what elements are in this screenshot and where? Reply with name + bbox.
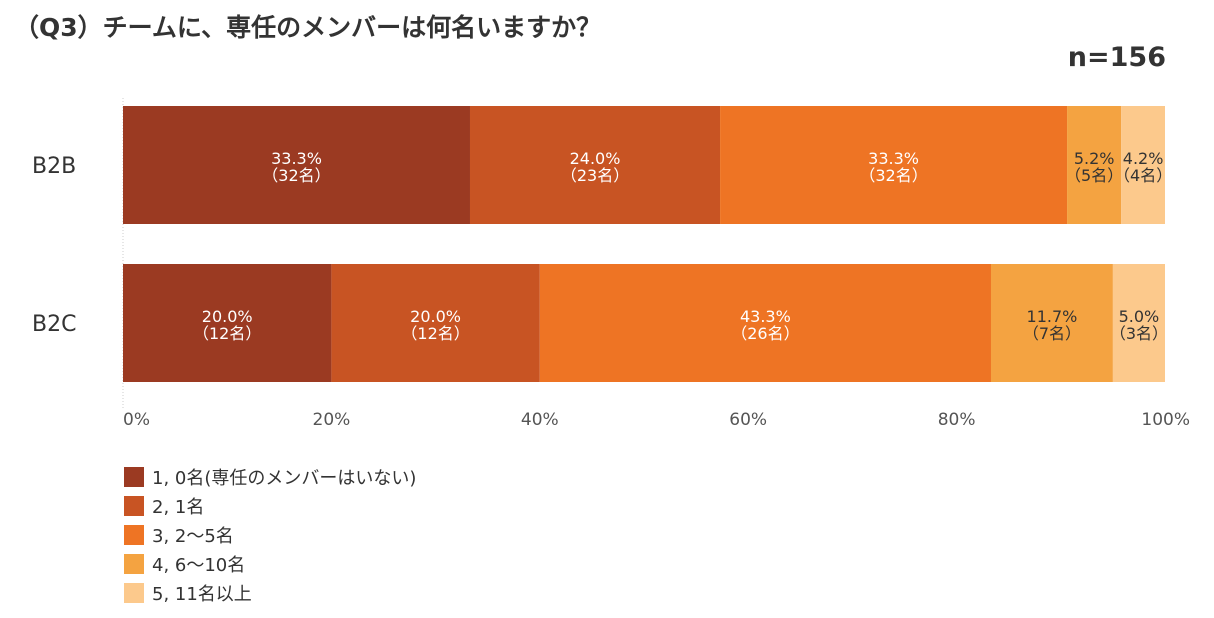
data-label-count: （32名） xyxy=(859,166,927,185)
data-label-count: （12名） xyxy=(193,324,261,343)
x-tick-label: 100% xyxy=(1141,410,1190,430)
legend-label: 4, 6～10名 xyxy=(152,551,245,577)
legend-label: 3, 2～5名 xyxy=(152,522,234,548)
x-tick-label: 60% xyxy=(729,410,767,430)
data-label-count: （3名） xyxy=(1110,324,1168,343)
stacked-bar-chart: B2B 33.3%（32名）24.0%（23名）33.3%（32名）5.2%（5名… xyxy=(0,0,1214,460)
category-label: B2C xyxy=(32,312,76,337)
legend-item: 2, 1名 xyxy=(124,491,416,520)
x-tick-label: 80% xyxy=(938,410,976,430)
data-label-count: （7名） xyxy=(1023,324,1081,343)
legend-swatch xyxy=(124,583,144,603)
data-label-count: （32名） xyxy=(262,166,330,185)
category-label: B2B xyxy=(32,154,76,179)
legend-swatch xyxy=(124,554,144,574)
data-label-count: （23名） xyxy=(561,166,629,185)
legend: 1, 0名(専任のメンバーはいない) 2, 1名 3, 2～5名 4, 6～10名 5,… xyxy=(124,462,416,607)
legend-label: 2, 1名 xyxy=(152,493,204,519)
legend-swatch xyxy=(124,467,144,487)
legend-swatch xyxy=(124,525,144,545)
data-label-count: （26名） xyxy=(731,324,799,343)
data-label-count: （12名） xyxy=(401,324,469,343)
x-tick-label: 40% xyxy=(521,410,559,430)
data-label-count: （4名） xyxy=(1114,166,1172,185)
legend-item: 1, 0名(専任のメンバーはいない) xyxy=(124,462,416,491)
legend-item: 3, 2～5名 xyxy=(124,520,416,549)
legend-item: 5, 11名以上 xyxy=(124,578,416,607)
legend-item: 4, 6～10名 xyxy=(124,549,416,578)
x-tick-label: 0% xyxy=(123,410,150,430)
legend-label: 5, 11名以上 xyxy=(152,580,252,606)
x-tick-label: 20% xyxy=(313,410,351,430)
legend-swatch xyxy=(124,496,144,516)
legend-label: 1, 0名(専任のメンバーはいない) xyxy=(152,464,416,490)
